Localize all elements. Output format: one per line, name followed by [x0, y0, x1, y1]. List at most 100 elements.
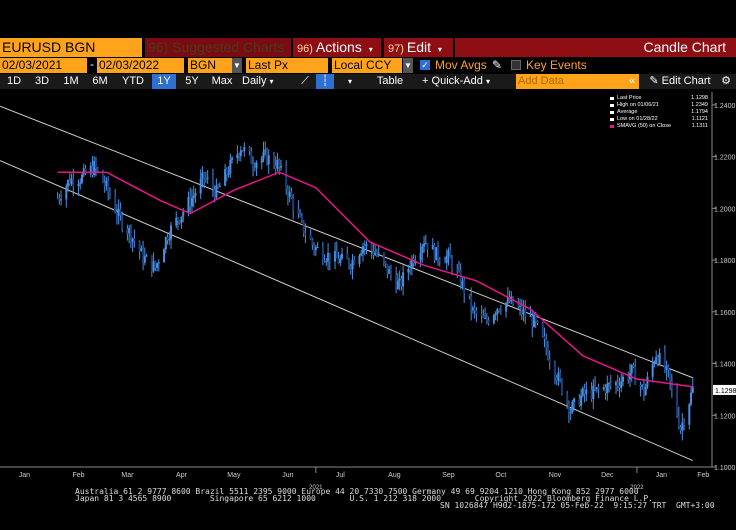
candle-body [145, 255, 148, 257]
period-1m[interactable]: 1M [63, 75, 79, 87]
candle-body [177, 217, 179, 221]
candle-body [114, 196, 117, 213]
mov-avgs-checkbox[interactable]: ✓ [420, 60, 430, 70]
candle-body [321, 246, 324, 261]
candle-body [398, 278, 401, 281]
chevron-down-icon: ▾ [485, 77, 490, 86]
candle-body [190, 198, 193, 207]
candle-body [595, 387, 598, 390]
candle-body [498, 309, 501, 311]
legend-value: 1.1121 [691, 116, 708, 122]
y-tick-label: 1.1600 [714, 310, 736, 317]
legend-label: Average [617, 109, 638, 115]
candle-body [590, 389, 593, 399]
chevron-down-icon[interactable]: ▾ [347, 77, 352, 86]
candle-body [131, 238, 134, 242]
candle-body [243, 146, 246, 152]
suggested-charts-button[interactable]: 96) Suggested Charts [145, 38, 291, 57]
period-1y[interactable]: 1Y [152, 74, 176, 89]
candle-body [627, 376, 630, 380]
period-6m[interactable]: 6M [92, 75, 108, 87]
period-max[interactable]: Max [211, 75, 233, 87]
actions-menu[interactable]: 96) Actions ▾ [293, 38, 381, 57]
footer-copyright: Japan 81 3 4565 8900 Singapore 65 6212 1… [75, 494, 653, 503]
edit-chart-button[interactable]: ✎ Edit Chart [646, 74, 714, 89]
candle-body [402, 272, 405, 287]
frequency-select[interactable]: Daily ▾ [242, 74, 292, 89]
candle-body [361, 245, 364, 254]
source-select[interactable]: BGN [188, 58, 242, 73]
candle-body [323, 260, 326, 262]
candle-body [461, 280, 464, 286]
x-tick-label: Jul [336, 472, 345, 479]
candle-body [438, 259, 441, 262]
currency-select[interactable]: Local CCY [332, 58, 402, 73]
candle-body [166, 237, 169, 241]
candle-body [524, 309, 527, 317]
candle-body [68, 180, 71, 185]
legend-label: SMAVG (50) on Close [617, 123, 672, 129]
candle-body [447, 250, 450, 257]
candle-body [252, 163, 255, 168]
candle-body [255, 162, 258, 169]
candle-body [658, 352, 661, 364]
candlestick-icon[interactable]: ┆ [316, 74, 334, 89]
add-data-input[interactable]: Add Data [516, 74, 639, 89]
candle-body [353, 259, 356, 264]
candle-body [178, 220, 181, 223]
candle-body [553, 362, 556, 378]
channel-upper-line [0, 105, 693, 379]
line-chart-icon[interactable]: ⟋ [301, 75, 309, 87]
gear-icon[interactable]: ⚙ [721, 75, 731, 87]
candle-body [670, 381, 673, 389]
candle-body [194, 193, 197, 196]
start-date-input[interactable]: 02/03/2021 [0, 58, 87, 73]
y-tick-label: 1.1000 [714, 465, 736, 472]
period-5y[interactable]: 5Y [185, 75, 199, 87]
candle-body [594, 385, 597, 390]
candle-body [676, 388, 679, 416]
candle-body [260, 158, 263, 163]
pencil-icon[interactable]: ✎ [492, 58, 503, 72]
year-label: 2022 [630, 485, 644, 491]
quick-add-button[interactable]: + Quick-Add ▾ [418, 74, 494, 89]
candle-body [606, 383, 609, 394]
x-tick-label: Dec [601, 472, 614, 479]
candle-body [250, 151, 253, 164]
chevron-down-icon[interactable]: ▼ [232, 58, 242, 73]
period-1d[interactable]: 1D [6, 75, 22, 87]
key-events-checkbox[interactable] [511, 60, 521, 70]
y-tick-label: 1.1400 [714, 362, 736, 369]
frequency-label: Daily [242, 75, 267, 87]
candle-body [70, 178, 73, 185]
candle-body [388, 269, 391, 274]
candle-body [377, 253, 380, 255]
candle-body [681, 422, 684, 431]
candle-body [546, 348, 549, 359]
candle-body [239, 150, 242, 157]
edit-menu[interactable]: 97) Edit ▾ [384, 38, 453, 57]
chart-type-title: Candle Chart [455, 38, 736, 57]
period-3d[interactable]: 3D [34, 75, 50, 87]
candle-body [609, 383, 612, 386]
collapse-icon[interactable]: « [628, 75, 636, 87]
candle-body [470, 295, 473, 311]
y-tick-label: 1.1800 [714, 258, 736, 265]
candle-body [487, 320, 490, 324]
candle-body [519, 305, 522, 307]
y-tick-label: 1.2200 [714, 155, 736, 162]
candle-body [272, 155, 275, 166]
period-ytd[interactable]: YTD [122, 75, 144, 87]
candle-body [604, 387, 607, 394]
candle-body [543, 335, 546, 339]
candle-body [231, 157, 234, 160]
field-select[interactable]: Last Px [246, 58, 328, 73]
chevron-down-icon[interactable]: ▼ [403, 58, 413, 73]
candle-body [396, 280, 399, 290]
legend: Last Price 1.1298 High on 01/06/21 1.2349 Av… [608, 94, 710, 134]
candle-body [679, 427, 682, 431]
table-button[interactable]: Table [376, 75, 404, 87]
quick-add-label: Quick-Add [431, 75, 483, 87]
end-date-input[interactable]: 02/03/2022 [97, 58, 184, 73]
